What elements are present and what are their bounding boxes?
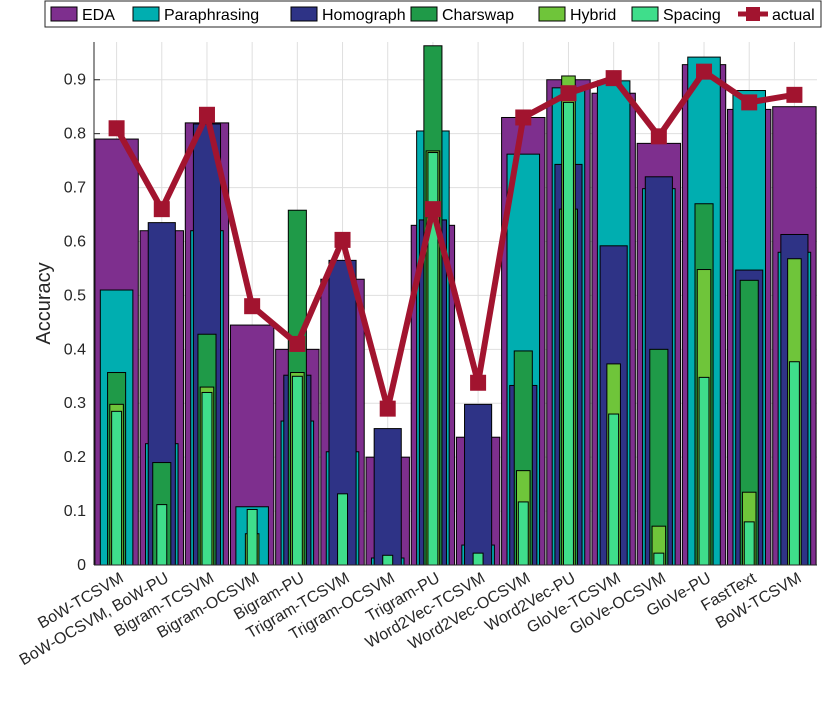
actual-marker: [198, 106, 215, 123]
y-tick-label: 0.6: [64, 233, 86, 250]
legend-swatch-spacing: [631, 6, 659, 22]
actual-marker: [424, 201, 441, 218]
actual-marker: [108, 120, 125, 137]
actual-marker: [470, 374, 487, 391]
y-tick-label: 0.3: [64, 395, 86, 412]
legend-label-actual: actual: [772, 7, 815, 24]
bar-spacing: [337, 493, 349, 566]
y-tick-label: 0: [77, 557, 86, 574]
bar-spacing: [788, 361, 800, 566]
legend: EDA Paraphrasing Homograph Charswap Hybrid Sp…: [44, 0, 822, 28]
bar-spacing: [743, 521, 755, 566]
y-tick-label: 0.8: [64, 126, 86, 143]
actual-marker: [560, 85, 577, 102]
legend-label-eda: EDA: [82, 7, 115, 24]
bar-spacing: [653, 552, 665, 566]
y-tick-label: 0.7: [64, 180, 86, 197]
bar-spacing: [472, 552, 484, 566]
actual-marker: [605, 70, 622, 87]
y-tick-label: 0.2: [64, 449, 86, 466]
bar-spacing: [201, 391, 213, 566]
actual-series: [108, 63, 803, 417]
bar-spacing: [608, 413, 620, 566]
legend-label-hybrid: Hybrid: [570, 7, 616, 24]
actual-marker: [379, 400, 396, 417]
actual-marker: [650, 128, 667, 145]
y-tick-label: 0.5: [64, 287, 86, 304]
legend-swatch-homograph: [290, 6, 318, 22]
actual-marker: [741, 94, 758, 111]
bar-spacing: [382, 554, 394, 566]
bar-spacing: [698, 376, 710, 566]
legend-label-spacing: Spacing: [663, 7, 721, 24]
actual-marker: [786, 86, 803, 103]
y-tick-label: 0.1: [64, 503, 86, 520]
legend-swatch-charswap: [410, 6, 438, 22]
legend-label-homograph: Homograph: [322, 7, 406, 24]
bar-spacing: [291, 375, 303, 566]
legend-swatch-paraphrasing: [132, 6, 160, 22]
bar-spacing: [246, 508, 258, 566]
legend-swatch-eda: [50, 6, 78, 22]
actual-marker: [244, 298, 261, 315]
actual-marker: [515, 109, 532, 126]
bar-homograph: [373, 428, 402, 566]
y-axis-label: Accuracy: [33, 262, 55, 344]
actual-line: [113, 68, 795, 412]
y-tick-label: 0.4: [64, 341, 86, 358]
legend-swatch-hybrid: [538, 6, 566, 22]
actual-marker: [289, 335, 306, 352]
bar-homograph: [464, 403, 493, 566]
legend-label-paraphrasing: Paraphrasing: [164, 7, 259, 24]
legend-label-charswap: Charswap: [442, 7, 514, 24]
bar-spacing: [562, 101, 574, 566]
y-tick-label: 0.9: [64, 72, 86, 89]
legend-swatch-actual-marker: [746, 7, 760, 21]
bar-spacing: [156, 504, 168, 566]
bar-spacing: [517, 501, 529, 566]
actual-marker: [153, 201, 170, 218]
actual-marker: [334, 231, 351, 248]
bar-spacing: [111, 410, 123, 566]
actual-marker: [696, 63, 713, 80]
